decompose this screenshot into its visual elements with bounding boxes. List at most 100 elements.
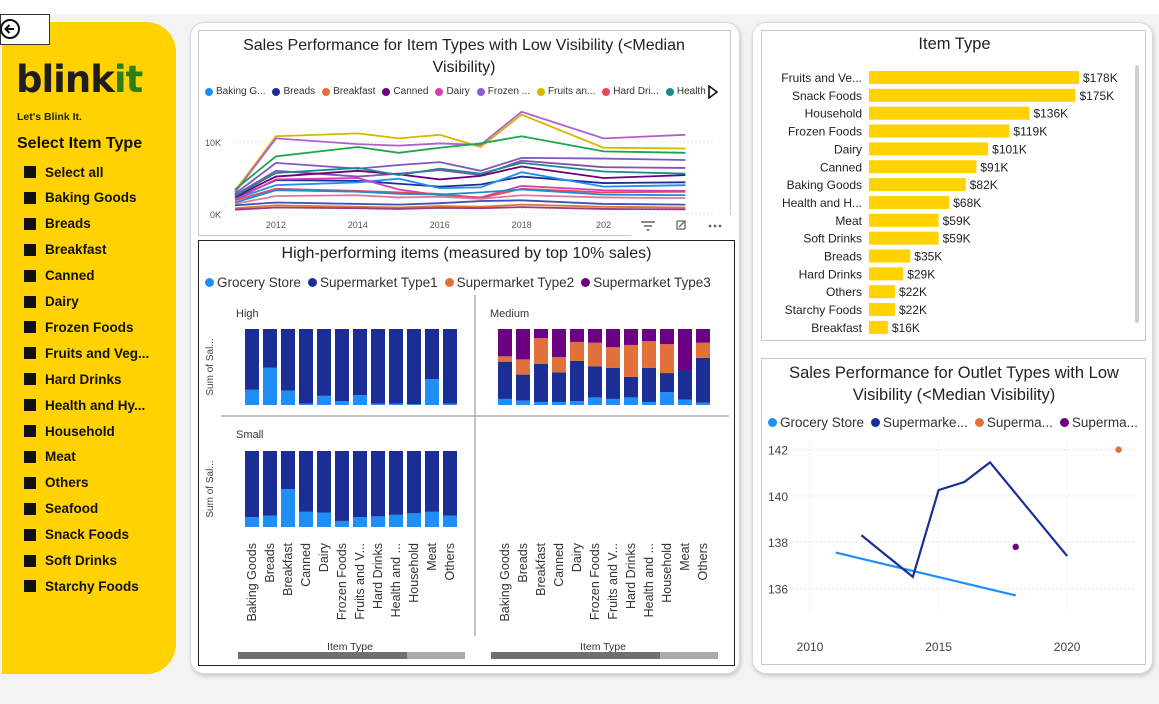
bar-segment[interactable] xyxy=(389,329,403,404)
scrollbar[interactable] xyxy=(1135,65,1139,323)
bar-segment[interactable] xyxy=(624,344,638,377)
bar[interactable] xyxy=(869,160,977,174)
series-marker[interactable] xyxy=(1012,543,1019,551)
bar-segment[interactable] xyxy=(516,374,530,401)
checkbox-icon[interactable] xyxy=(24,269,36,282)
bar[interactable] xyxy=(869,303,895,317)
legend-item[interactable]: Grocery Store xyxy=(205,275,301,290)
bar-segment[interactable] xyxy=(570,401,584,405)
bar-segment[interactable] xyxy=(407,404,421,405)
bar-segment[interactable] xyxy=(660,329,674,345)
bar[interactable] xyxy=(869,267,904,281)
checkbox-icon[interactable] xyxy=(24,191,36,204)
bar-segment[interactable] xyxy=(642,367,656,402)
bar-segment[interactable] xyxy=(263,451,277,516)
legend-item[interactable]: Supermarket Type1 xyxy=(308,275,438,290)
series-line[interactable] xyxy=(234,206,686,211)
series-line[interactable] xyxy=(234,203,686,210)
bar-segment[interactable] xyxy=(534,338,548,364)
bar-segment[interactable] xyxy=(678,370,692,400)
legend-item[interactable]: Canned xyxy=(382,86,428,97)
bar-segment[interactable] xyxy=(245,517,259,527)
slicer-item[interactable]: Snack Foods xyxy=(24,525,129,545)
series-line[interactable] xyxy=(234,199,686,207)
focus-mode-icon[interactable] xyxy=(676,220,686,230)
bar-segment[interactable] xyxy=(534,329,548,339)
legend-item[interactable]: Frozen ... xyxy=(476,86,530,97)
bar-segment[interactable] xyxy=(407,513,421,527)
checkbox-icon[interactable] xyxy=(24,450,36,463)
bar-segment[interactable] xyxy=(606,367,620,399)
slicer-item[interactable]: Household xyxy=(24,421,115,441)
bar-segment[interactable] xyxy=(353,451,367,518)
bar-segment[interactable] xyxy=(516,359,530,375)
series-line[interactable] xyxy=(234,165,686,198)
legend-item[interactable]: Superma... xyxy=(1059,415,1138,430)
bar-segment[interactable] xyxy=(353,395,367,405)
legend-item[interactable]: Supermarke... xyxy=(871,415,968,430)
low-visibility-items-chart[interactable]: Sales Performance for Item Types with Lo… xyxy=(198,30,731,237)
bar-segment[interactable] xyxy=(642,401,656,405)
bar-segment[interactable] xyxy=(281,329,295,391)
legend-item[interactable]: Fruits an... xyxy=(537,86,595,97)
bar-segment[interactable] xyxy=(696,329,710,343)
slicer-item[interactable]: Soft Drinks xyxy=(24,551,117,571)
bar-segment[interactable] xyxy=(624,397,638,405)
item-type-chart[interactable]: Item Type Fruits and Ve... $178K Snack Foo… xyxy=(761,30,1146,341)
bar-segment[interactable] xyxy=(281,489,295,527)
checkbox-icon[interactable] xyxy=(24,321,36,334)
bar-segment[interactable] xyxy=(696,357,710,403)
bar-segment[interactable] xyxy=(407,329,421,405)
legend-item[interactable]: Supermarket Type3 xyxy=(581,275,711,290)
bar-segment[interactable] xyxy=(335,520,349,527)
series-line[interactable] xyxy=(234,171,686,200)
bar-segment[interactable] xyxy=(678,329,692,371)
bar-segment[interactable] xyxy=(281,390,295,405)
bar-segment[interactable] xyxy=(552,401,566,405)
bar-segment[interactable] xyxy=(570,329,584,342)
series-line[interactable] xyxy=(234,156,686,195)
bar-segment[interactable] xyxy=(299,451,313,512)
bar-segment[interactable] xyxy=(263,329,277,368)
more-options-icon[interactable] xyxy=(708,224,722,228)
slicer-item[interactable]: Meat xyxy=(24,447,76,467)
bar-segment[interactable] xyxy=(371,329,385,404)
bar-segment[interactable] xyxy=(335,451,349,521)
series-line[interactable] xyxy=(860,460,1068,579)
legend-item[interactable]: Baking G... xyxy=(205,86,265,97)
bar-segment[interactable] xyxy=(570,341,584,361)
bar[interactable] xyxy=(869,106,1030,120)
bar-segment[interactable] xyxy=(534,401,548,405)
slicer-item[interactable]: Fruits and Veg... xyxy=(24,343,149,363)
series-marker[interactable] xyxy=(1115,446,1122,453)
bar-segment[interactable] xyxy=(425,379,439,405)
slicer-item[interactable]: Seafood xyxy=(24,499,98,519)
bar-segment[interactable] xyxy=(660,373,674,393)
bar-segment[interactable] xyxy=(389,514,403,527)
bar-segment[interactable] xyxy=(245,389,259,405)
bar-segment[interactable] xyxy=(245,329,259,390)
bar-segment[interactable] xyxy=(371,403,385,405)
bar[interactable] xyxy=(869,213,939,227)
bar-segment[interactable] xyxy=(606,398,620,405)
bar-segment[interactable] xyxy=(353,517,367,527)
bar[interactable] xyxy=(869,195,950,209)
checkbox-icon[interactable] xyxy=(24,217,36,230)
bar-segment[interactable] xyxy=(317,512,331,527)
bar-segment[interactable] xyxy=(498,356,512,362)
slicer-item[interactable]: Baking Goods xyxy=(24,188,137,208)
bar-segment[interactable] xyxy=(299,511,313,527)
checkbox-icon[interactable] xyxy=(24,580,36,593)
bar-segment[interactable] xyxy=(281,451,295,489)
checkbox-icon[interactable] xyxy=(24,476,36,489)
legend-item[interactable]: Dairy xyxy=(435,86,470,97)
scrollbar-thumb[interactable] xyxy=(238,652,407,659)
bar-segment[interactable] xyxy=(371,516,385,527)
bar-segment[interactable] xyxy=(516,329,530,360)
bar-segment[interactable] xyxy=(407,451,421,514)
low-visibility-outlets-chart[interactable]: Sales Performance for Outlet Types with … xyxy=(761,358,1146,665)
series-line[interactable] xyxy=(234,135,686,191)
bar-segment[interactable] xyxy=(425,511,439,527)
checkbox-icon[interactable] xyxy=(24,347,36,360)
bar-segment[interactable] xyxy=(642,329,656,342)
